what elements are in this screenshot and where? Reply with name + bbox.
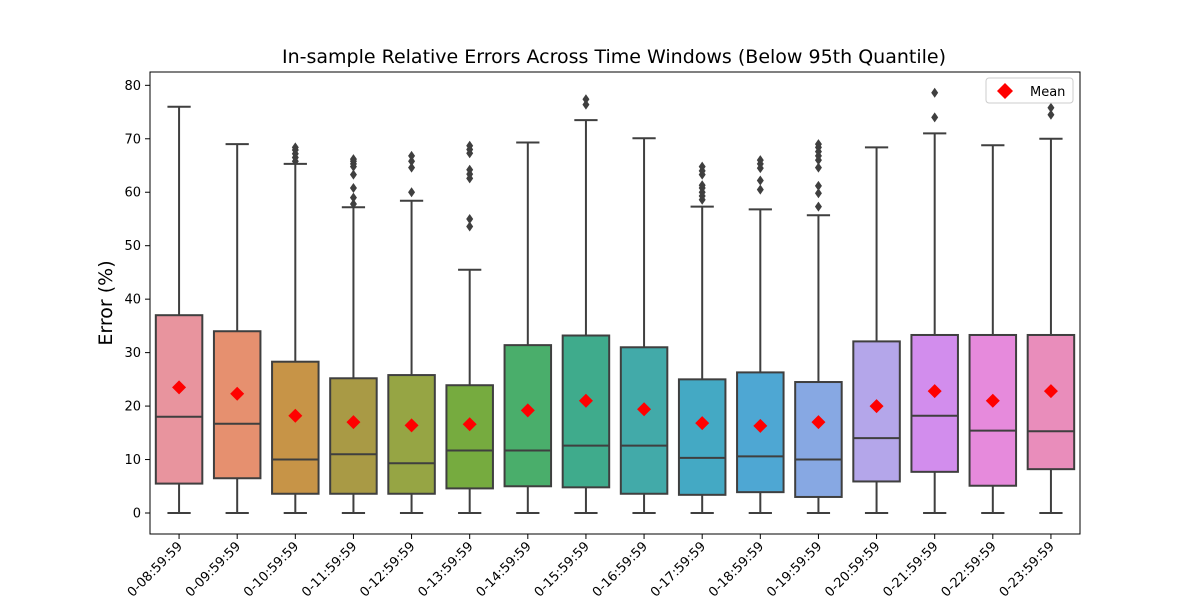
mean-marker — [230, 386, 245, 401]
outlier-point — [349, 169, 357, 180]
mean-marker — [811, 415, 826, 430]
legend-mean-label: Mean — [1030, 85, 1065, 100]
outlier-point — [408, 187, 416, 198]
box-iqr — [271, 360, 320, 495]
mean-marker — [869, 399, 884, 414]
x-tick-label: 0-09:59:59 — [183, 539, 244, 600]
outlier-point — [698, 161, 706, 172]
x-tick-label: 0-20:59:59 — [822, 539, 883, 600]
outlier-point — [756, 175, 764, 186]
x-tick-label: 0-17:59:59 — [648, 539, 709, 600]
plot-frame — [149, 71, 1081, 535]
x-tick-label: 0-10:59:59 — [241, 539, 302, 600]
y-tick-label: 70 — [124, 132, 141, 147]
outlier-point — [466, 221, 474, 232]
y-tick-label: 80 — [124, 79, 141, 94]
mean-marker — [753, 418, 768, 433]
legend: Mean — [985, 77, 1074, 104]
box-iqr — [445, 384, 494, 490]
outlier-point — [291, 142, 299, 153]
outlier-point — [466, 140, 474, 151]
x-tick-label: 0-18:59:59 — [706, 539, 767, 600]
mean-marker — [288, 408, 303, 423]
plot-area: 010203040506070800-08:59:590-09:59:590-1… — [124, 79, 1076, 600]
y-tick-label: 10 — [124, 453, 141, 468]
legend-mean-marker — [997, 83, 1013, 99]
mean-marker — [520, 403, 535, 418]
outlier-point — [466, 164, 474, 175]
mean-marker — [637, 402, 652, 417]
outlier-point — [756, 184, 764, 195]
x-tick-label: 0-21:59:59 — [880, 539, 941, 600]
x-tick-label: 0-14:59:59 — [474, 539, 535, 600]
y-tick-label: 50 — [124, 239, 141, 254]
x-tick-label: 0-08:59:59 — [125, 539, 186, 600]
outlier-point — [698, 180, 706, 191]
x-tick-label: 0-16:59:59 — [590, 539, 651, 600]
legend-box — [985, 77, 1074, 104]
x-tick-label: 0-22:59:59 — [939, 539, 1000, 600]
mean-marker — [404, 418, 419, 433]
y-axis-label: Error (%) — [95, 260, 117, 345]
x-tick-label: 0-13:59:59 — [415, 539, 476, 600]
y-tick-label: 0 — [133, 507, 141, 522]
mean-marker — [927, 384, 942, 399]
outlier-point — [349, 192, 357, 203]
outlier-point — [349, 199, 357, 210]
box-iqr — [1026, 333, 1076, 471]
outlier-point — [466, 213, 474, 224]
outlier-point — [814, 162, 822, 173]
outlier-point — [582, 94, 590, 105]
outlier-point — [814, 188, 822, 199]
box-iqr — [910, 333, 959, 473]
mean-marker — [985, 393, 1000, 408]
box-iqr — [677, 378, 727, 496]
outlier-point — [582, 99, 590, 110]
mean-marker — [172, 380, 187, 395]
box-iqr — [212, 330, 262, 480]
mean-marker — [462, 417, 477, 432]
mean-marker — [346, 415, 361, 430]
outlier-point — [349, 154, 357, 165]
box-iqr — [561, 334, 611, 489]
mean-marker — [1043, 384, 1058, 399]
x-tick-label: 0-12:59:59 — [357, 539, 418, 600]
outlier-point — [931, 87, 939, 98]
y-tick-label: 30 — [124, 346, 141, 361]
y-tick-label: 40 — [124, 293, 141, 308]
outlier-point — [814, 180, 822, 191]
box-iqr — [154, 314, 204, 485]
x-tick-label: 0-11:59:59 — [299, 539, 360, 600]
box-iqr — [387, 374, 436, 495]
mean-marker — [578, 393, 593, 408]
box-iqr — [503, 344, 553, 488]
y-tick-label: 60 — [124, 186, 141, 201]
x-tick-label: 0-15:59:59 — [532, 539, 593, 600]
x-tick-label: 0-19:59:59 — [764, 539, 825, 600]
x-tick-label: 0-23:59:59 — [997, 539, 1058, 600]
outlier-point — [1047, 109, 1055, 120]
outlier-point — [349, 182, 357, 193]
chart-title: In-sample Relative Errors Across Time Wi… — [282, 46, 946, 68]
outlier-point — [408, 150, 416, 161]
outlier-point — [814, 139, 822, 150]
box-iqr — [968, 333, 1018, 487]
box-iqr — [794, 381, 843, 498]
outlier-point — [1047, 102, 1055, 113]
outlier-point — [931, 112, 939, 123]
box-iqr — [329, 377, 378, 495]
box-iqr — [619, 346, 669, 495]
outlier-point — [408, 162, 416, 173]
outlier-point — [814, 201, 822, 212]
y-tick-label: 20 — [124, 400, 141, 415]
mean-marker — [695, 416, 710, 431]
outlier-point — [756, 155, 764, 166]
outlier-point — [408, 156, 416, 167]
